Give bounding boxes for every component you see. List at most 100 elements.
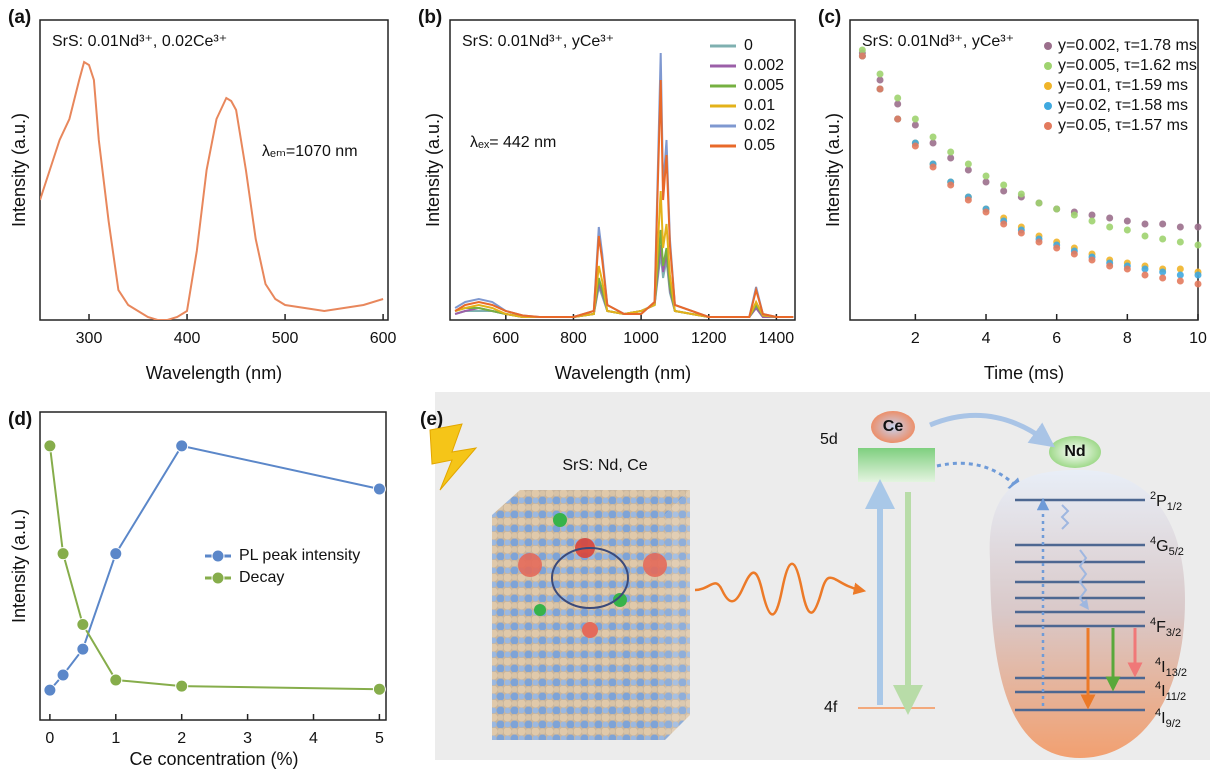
x-tick-label: 600 xyxy=(492,330,519,347)
ce-5d-band xyxy=(858,448,935,482)
marker xyxy=(43,683,57,697)
dopant xyxy=(643,553,667,577)
legend-label: 0.02 xyxy=(744,117,775,134)
x-tick-label: 8 xyxy=(1123,330,1132,347)
scatter-point xyxy=(947,181,955,189)
series-line xyxy=(454,253,794,318)
scatter-point xyxy=(1141,265,1149,273)
legend-label: 0.05 xyxy=(744,137,775,154)
legend-label: y=0.05, τ=1.57 ms xyxy=(1058,117,1188,134)
x-tick-label: 1000 xyxy=(623,330,659,347)
marker xyxy=(372,682,386,696)
scatter-point xyxy=(1176,277,1184,285)
dopant xyxy=(518,553,542,577)
scatter-point xyxy=(894,115,902,123)
ce-level-label: 4f xyxy=(824,699,838,716)
series-line xyxy=(454,190,794,318)
chart-title: SrS: 0.01Nd³⁺, 0.02Ce³⁺ xyxy=(52,33,227,50)
scatter-point xyxy=(1070,250,1078,258)
legend-label: Decay xyxy=(239,569,284,586)
scatter-point xyxy=(1176,238,1184,246)
chart-title: SrS: 0.01Nd³⁺, yCe³⁺ xyxy=(862,33,1014,50)
scatter-point xyxy=(1141,232,1149,240)
x-tick-label: 2 xyxy=(177,730,186,747)
light-bolt xyxy=(429,423,478,491)
legend-label: y=0.005, τ=1.62 ms xyxy=(1058,57,1197,74)
scatter-point xyxy=(858,52,866,60)
scatter-point xyxy=(1176,271,1184,279)
x-tick-label: 5 xyxy=(375,730,384,747)
scatter-point xyxy=(1106,214,1114,222)
x-tick-label: 1400 xyxy=(759,330,795,347)
scatter-point xyxy=(1194,271,1202,279)
legend-marker xyxy=(1044,122,1052,130)
scatter-point xyxy=(894,100,902,108)
x-tick-label: 600 xyxy=(370,330,397,347)
x-tick-label: 500 xyxy=(272,330,299,347)
nd-label: Nd xyxy=(1064,443,1085,460)
cube-top xyxy=(492,490,690,515)
scatter-point xyxy=(982,208,990,216)
annotation: λₑₘ=1070 nm xyxy=(262,143,358,160)
x-tick-label: 0 xyxy=(45,730,54,747)
scatter-point xyxy=(876,76,884,84)
scatter-point xyxy=(982,172,990,180)
scatter-point xyxy=(911,142,919,150)
scatter-point xyxy=(1159,235,1167,243)
scatter-point xyxy=(1194,223,1202,231)
scatter-point xyxy=(964,196,972,204)
scatter-point xyxy=(1176,265,1184,273)
legend-marker xyxy=(211,549,225,563)
scatter-point xyxy=(911,115,919,123)
scatter-point xyxy=(1194,241,1202,249)
marker xyxy=(372,482,386,496)
x-tick-label: 300 xyxy=(76,330,103,347)
panel-label: (b) xyxy=(418,7,442,28)
scatter-point xyxy=(1159,220,1167,228)
scatter-point xyxy=(964,160,972,168)
y-axis-label: Intensity (a.u.) xyxy=(423,113,443,227)
marker xyxy=(76,642,90,656)
x-tick-label: 400 xyxy=(174,330,201,347)
transfer-arrow xyxy=(936,461,1024,494)
scatter-point xyxy=(1176,223,1184,231)
scatter-point xyxy=(1070,211,1078,219)
x-axis-label: Time (ms) xyxy=(984,363,1064,383)
legend-marker xyxy=(211,571,225,585)
legend-label: 0 xyxy=(744,37,753,54)
series-line xyxy=(454,52,794,318)
plot-frame xyxy=(39,411,387,721)
legend-label: y=0.02, τ=1.58 ms xyxy=(1058,97,1188,114)
x-axis-label: Wavelength (nm) xyxy=(555,363,691,383)
x-tick-label: 2 xyxy=(911,330,920,347)
marker xyxy=(109,673,123,687)
legend-marker xyxy=(1044,102,1052,110)
marker xyxy=(56,668,70,682)
x-tick-label: 3 xyxy=(243,730,252,747)
scatter-point xyxy=(1035,199,1043,207)
transfer-ring xyxy=(551,547,629,609)
ce-label: Ce xyxy=(883,418,904,435)
nd-ion xyxy=(1049,436,1101,468)
charts: (a) SrS: 0.01Nd³⁺, 0.02Ce³⁺ λₑₘ=1070 nm Wav… xyxy=(8,7,1207,769)
panel-label: (e) xyxy=(420,409,443,430)
y-axis-label: Intensity (a.u.) xyxy=(823,113,843,227)
scatter-point xyxy=(1053,244,1061,252)
scatter-point xyxy=(964,166,972,174)
y-axis-label: Intensity (a.u.) xyxy=(9,113,29,227)
scatter-point xyxy=(1159,274,1167,282)
scatter-point xyxy=(947,154,955,162)
x-axis-label: Wavelength (nm) xyxy=(146,363,282,383)
scatter-point xyxy=(1000,220,1008,228)
ce-level-label: 5d xyxy=(820,431,838,448)
scatter-point xyxy=(876,70,884,78)
marker xyxy=(43,439,57,453)
x-axis-label: Ce concentration (%) xyxy=(129,749,298,769)
scatter-point xyxy=(1088,217,1096,225)
level-label: 4F3/2 xyxy=(1150,616,1181,639)
scatter-point xyxy=(1035,238,1043,246)
scatter-point xyxy=(1123,217,1131,225)
marker xyxy=(76,618,90,632)
panel-label: (c) xyxy=(818,7,841,28)
